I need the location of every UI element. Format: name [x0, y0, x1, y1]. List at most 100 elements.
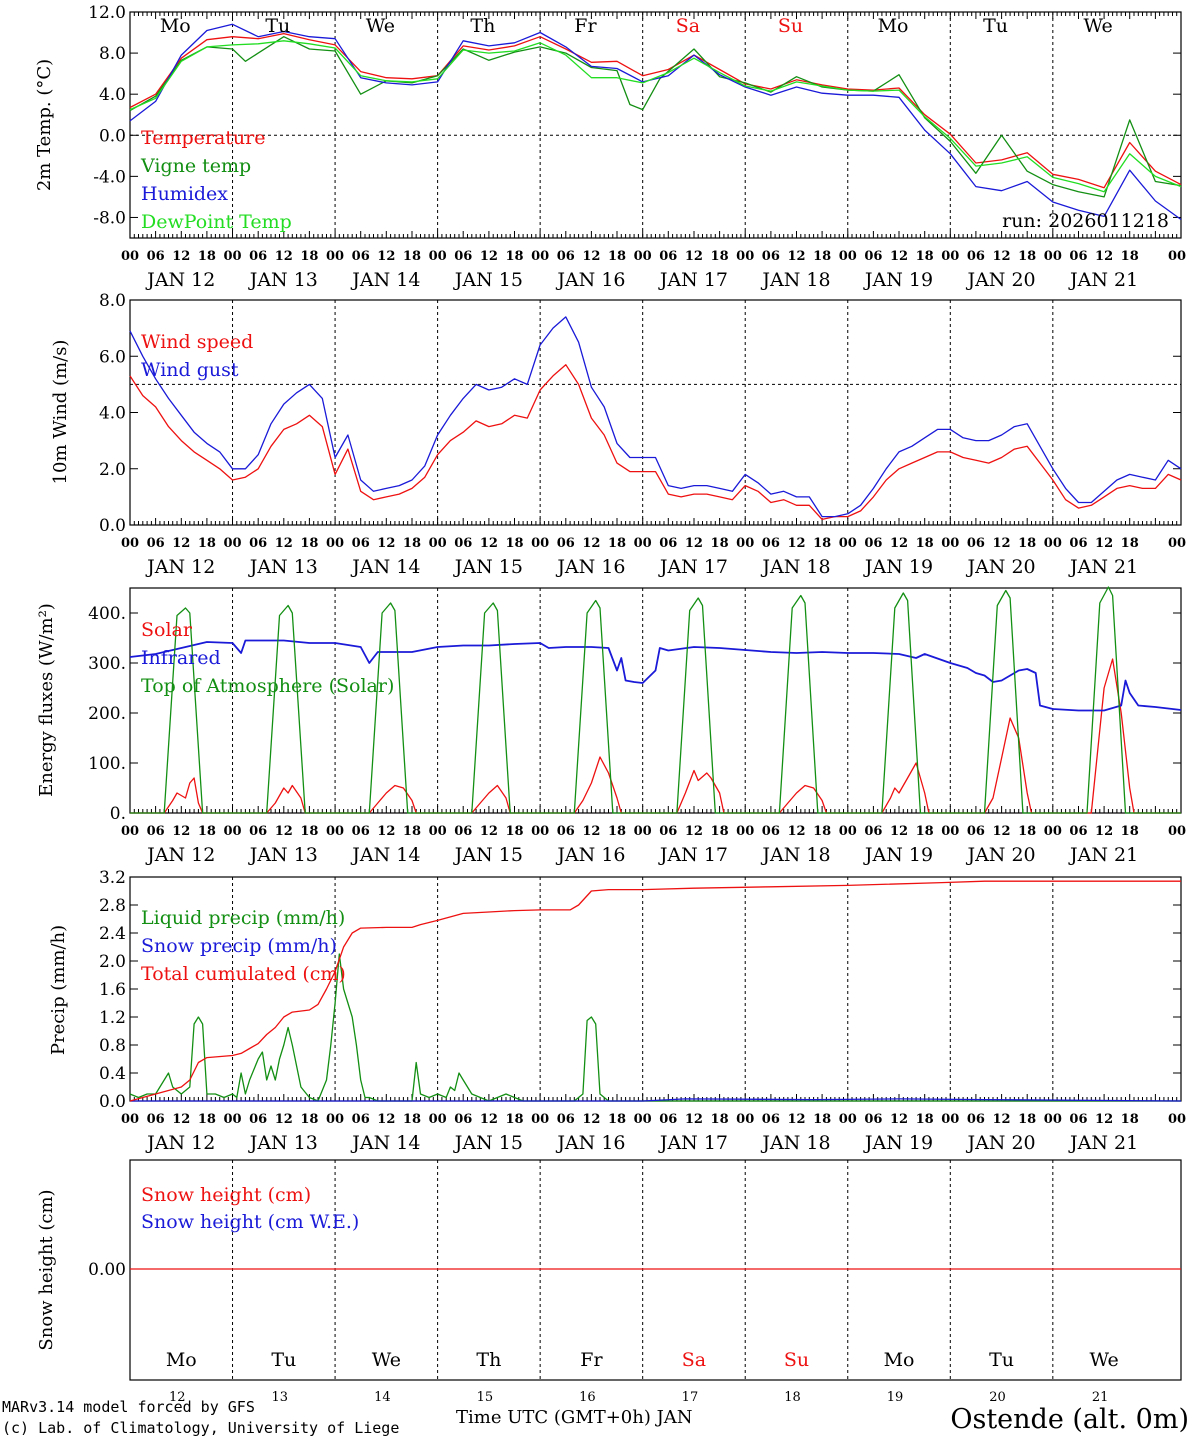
- temperature-y-axis-label: 2m Temp. (°C): [34, 59, 55, 191]
- series-wind-gust: [129, 316, 1182, 518]
- energy-panel: 400. 300. 200. 100. 0. Energy fluxes (W/m²): [36, 587, 1182, 824]
- hour-tick-label: 12: [890, 824, 908, 839]
- date-label: JAN 15: [453, 556, 523, 578]
- day-number-label: 18: [784, 1390, 801, 1405]
- series-snow-precip-mm-h: [130, 1098, 1182, 1102]
- hour-tick-label: 18: [1018, 824, 1036, 839]
- temperature-panel: 12.0 8.0 4.0 0.0 -4.0 -8.0 2m Temp. (°C): [34, 3, 1182, 239]
- date-label: JAN 17: [658, 556, 728, 578]
- date-label: JAN 12: [145, 556, 215, 578]
- hour-tick-label: 06: [659, 824, 677, 839]
- hour-tick-label: 00: [531, 249, 549, 264]
- legend-entry: Snow height (cm W.E.): [141, 1211, 359, 1233]
- hour-tick-label: 18: [300, 824, 318, 839]
- hour-tick-label: 00: [326, 249, 344, 264]
- series-liquid-precip-mm-h: [129, 953, 1181, 1102]
- series-top-of-atmosphere-solar: [130, 586, 1181, 814]
- hour-tick-label: 12: [172, 249, 190, 264]
- hour-tick-label: 12: [787, 536, 805, 551]
- legend-entry: Vigne temp: [140, 155, 251, 177]
- legend-entry: Snow precip (mm/h): [141, 935, 337, 957]
- hour-tick-label: 12: [993, 249, 1011, 264]
- date-label: JAN 14: [350, 844, 420, 866]
- hour-tick-label: 12: [582, 1112, 600, 1127]
- wind-y-tick-label: 6.0: [99, 347, 126, 367]
- hour-tick-label: 00: [839, 824, 857, 839]
- wind-panel: 8.0 6.0 4.0 2.0 0.0 10m Wind (m/s): [50, 291, 1182, 536]
- series-wind-speed: [129, 364, 1182, 521]
- hour-tick-label: 12: [1095, 1112, 1113, 1127]
- hour-tick-label: 18: [711, 536, 729, 551]
- hour-tick-label: 06: [557, 1112, 575, 1127]
- date-label: JAN 20: [965, 844, 1035, 866]
- date-label: JAN 19: [863, 269, 933, 291]
- hour-tick-label: 00: [839, 536, 857, 551]
- hour-tick-label: 06: [352, 1112, 370, 1127]
- date-label: JAN 13: [248, 844, 318, 866]
- hour-tick-label: 18: [198, 1112, 216, 1127]
- hour-tick-label: 06: [1069, 249, 1087, 264]
- hour-tick-label: 06: [967, 824, 985, 839]
- weekday-label: Sa: [682, 1349, 706, 1371]
- precip-y-tick-label: 2.4: [99, 924, 126, 944]
- hour-tick-label: 18: [1121, 536, 1139, 551]
- hour-tick-label: 12: [685, 1112, 703, 1127]
- hour-tick-label: 12: [582, 536, 600, 551]
- hour-tick-label: 12: [685, 249, 703, 264]
- date-label: JAN 12: [145, 844, 215, 866]
- hour-tick-label: 06: [147, 536, 165, 551]
- hour-tick-label: 12: [685, 536, 703, 551]
- date-label: JAN 19: [863, 844, 933, 866]
- date-label: JAN 20: [965, 556, 1035, 578]
- date-label: JAN 15: [453, 269, 523, 291]
- hour-tick-label: 00: [223, 249, 241, 264]
- date-label: JAN 20: [965, 269, 1035, 291]
- snow-frame: [129, 1159, 1182, 1381]
- hour-tick-label: 00: [1044, 249, 1062, 264]
- hour-tick-label: 18: [711, 824, 729, 839]
- hour-tick-label: 18: [1018, 536, 1036, 551]
- hour-tick-label: 12: [890, 249, 908, 264]
- hour-tick-label: 12: [172, 824, 190, 839]
- temperature-y-tick-label: 8.0: [99, 44, 126, 64]
- hour-tick-label: 18: [608, 824, 626, 839]
- series-dewpoint-temp: [129, 40, 1182, 193]
- hour-tick-label: 06: [864, 1112, 882, 1127]
- wind-x-ticks: [129, 518, 1182, 525]
- hour-tick-label: 12: [787, 1112, 805, 1127]
- precip-y-tick-label: 2.8: [99, 896, 126, 916]
- hour-tick-label: 18: [300, 249, 318, 264]
- legend-entry: Humidex: [141, 183, 228, 205]
- precip-y-tick-label: 0.0: [99, 1092, 126, 1112]
- date-label: JAN 19: [863, 556, 933, 578]
- day-number-label: 17: [682, 1390, 699, 1405]
- energy-y-tick-label: 400.: [88, 604, 126, 624]
- hour-tick-label: 12: [582, 249, 600, 264]
- hour-tick-label: 06: [557, 249, 575, 264]
- date-label: JAN 18: [760, 269, 830, 291]
- weekday-label: We: [372, 1349, 401, 1371]
- hour-tick-label: 12: [1095, 824, 1113, 839]
- day-number-label: 16: [579, 1390, 596, 1405]
- hour-tick-label: 06: [864, 249, 882, 264]
- date-label: JAN 21: [1068, 1132, 1138, 1154]
- date-label: JAN 13: [248, 269, 318, 291]
- hour-tick-label: 06: [864, 824, 882, 839]
- date-label: JAN 12: [145, 269, 215, 291]
- legend-entry: Snow height (cm): [141, 1184, 311, 1206]
- hour-tick-label: 18: [916, 536, 934, 551]
- temperature-y-tick-label: -4.0: [93, 167, 126, 187]
- hour-tick-label: 06: [1069, 824, 1087, 839]
- hour-tick-label: 06: [659, 1112, 677, 1127]
- hour-tick-label: 18: [813, 824, 831, 839]
- hour-tick-label: 12: [377, 536, 395, 551]
- temperature-x-ticks: [129, 12, 1182, 238]
- run-label: run: 2026011218: [1002, 210, 1169, 232]
- wind-y-tick-label: 0.0: [99, 516, 126, 536]
- hour-tick-label: 18: [198, 536, 216, 551]
- hour-tick-label: 12: [377, 249, 395, 264]
- date-label: JAN 12: [145, 1132, 215, 1154]
- hour-tick-label: 12: [480, 536, 498, 551]
- hour-tick-label: 12: [993, 824, 1011, 839]
